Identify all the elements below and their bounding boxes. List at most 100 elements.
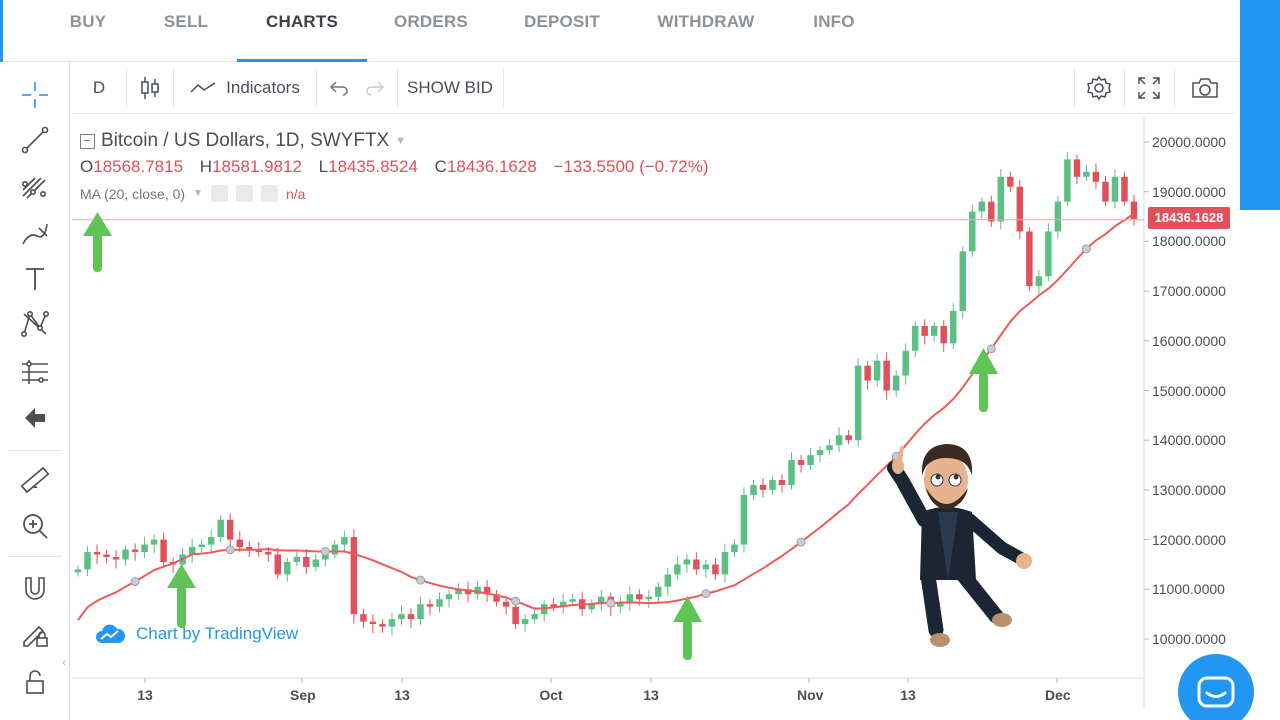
lock-icon[interactable] (14, 662, 56, 702)
candle-up (207, 537, 215, 545)
chat-icon (1197, 676, 1235, 708)
time-tick-label: Dec (1045, 687, 1071, 703)
drawing-toolbar (0, 62, 70, 720)
text-icon[interactable] (14, 259, 56, 299)
support-chat-button[interactable] (1178, 654, 1254, 720)
candle-down (407, 614, 415, 620)
tab-withdraw[interactable]: WITHDRAW (657, 12, 755, 31)
candle-down (1026, 231, 1033, 287)
eye-icon[interactable] (210, 185, 228, 202)
fullscreen-icon[interactable] (1125, 62, 1173, 114)
ma-label[interactable]: MA (20, close, 0) (80, 185, 186, 202)
close-icon[interactable] (260, 185, 278, 202)
candles-icon[interactable] (127, 62, 173, 114)
price-tick-label: 13000.0000 (1152, 481, 1226, 498)
candle-down (1121, 176, 1128, 202)
chart-legend-title: Bitcoin / US Dollars, 1D, SWYFTX ▼ (80, 130, 406, 152)
candle-up (312, 559, 320, 567)
candle-down (797, 460, 805, 466)
pattern-icon[interactable] (14, 304, 56, 344)
gear-icon[interactable] (235, 185, 253, 202)
price-tick-label: 19000.0000 (1152, 183, 1226, 200)
candle-up (969, 211, 976, 252)
candle-down (93, 552, 101, 555)
watermark-label: Chart by TradingView (136, 624, 299, 643)
time-tick-label: Oct (539, 687, 563, 703)
open-value: 18568.7815 (93, 157, 184, 176)
candle-up (911, 325, 919, 351)
candle-up (122, 549, 129, 560)
show-bid-button[interactable]: SHOW BID (407, 78, 493, 97)
close-label: C (434, 157, 447, 176)
indicators-button[interactable]: Indicators (174, 62, 316, 114)
candle-up (455, 589, 462, 595)
price-tick-label: 10000.0000 (1152, 631, 1226, 647)
fib-retracement-icon[interactable] (14, 352, 56, 392)
tradingview-watermark[interactable]: Chart by TradingView (88, 619, 305, 649)
redo-icon[interactable] (360, 62, 390, 114)
pitchfork-icon[interactable] (14, 166, 56, 206)
candle-down (1007, 176, 1014, 187)
candle-down (845, 435, 852, 441)
tab-deposit[interactable]: DEPOSIT (523, 12, 601, 31)
collapse-legend-icon[interactable] (80, 133, 95, 149)
candle-up (978, 201, 986, 212)
candle-up (398, 614, 405, 620)
change-value: −133.5500 (−0.72%) (553, 157, 709, 176)
candle-up (436, 599, 443, 607)
candle-up (683, 559, 691, 565)
candle-down (360, 614, 367, 622)
candle-down (246, 547, 253, 550)
time-tick-label: Sep (290, 687, 316, 703)
crosshair-icon[interactable] (14, 75, 56, 115)
settings-icon[interactable] (1075, 62, 1123, 114)
candle-down (636, 594, 643, 600)
candle-down (303, 556, 310, 567)
candle-up (902, 350, 909, 376)
trend-line-icon[interactable] (14, 120, 56, 160)
zoom-in-icon[interactable] (14, 506, 56, 546)
top-nav: BUY SELL CHARTS ORDERS DEPOSIT WITHDRAW … (0, 0, 1240, 62)
candle-up (1083, 171, 1090, 177)
ruler-icon[interactable] (14, 460, 56, 500)
candle-up (284, 561, 291, 575)
undo-icon[interactable] (324, 62, 354, 114)
price-chart[interactable] (72, 117, 1234, 710)
candle-up (188, 547, 196, 555)
candle-down (103, 554, 110, 557)
ma-legend: MA (20, close, 0) ▼ n/a (80, 185, 305, 202)
ma-point (606, 598, 616, 608)
candle-down (512, 606, 519, 625)
tab-buy[interactable]: BUY (69, 12, 107, 31)
chart-toolbar: D Indicators SHOW BID (72, 62, 1234, 114)
interval-button[interactable]: D (92, 78, 106, 97)
candle-down (712, 564, 719, 575)
chevron-down-icon[interactable]: ▼ (395, 135, 407, 147)
candle-up (655, 586, 662, 597)
back-arrow-icon[interactable] (14, 398, 56, 438)
low-value: 18435.8524 (328, 157, 418, 176)
candle-down (778, 479, 786, 485)
collapse-toolbar-handle[interactable]: ‹ (62, 655, 66, 669)
candle-down (940, 325, 947, 344)
time-tick-label: 13 (394, 687, 410, 703)
magnet-icon[interactable] (14, 568, 56, 608)
candle-up (816, 450, 824, 456)
candle-up (531, 614, 538, 620)
candle-up (835, 435, 843, 446)
camera-icon[interactable] (1180, 62, 1230, 114)
brush-icon[interactable] (14, 214, 56, 254)
ohlc-values: O18568.7815 H18581.9812 L18435.8524 C184… (80, 157, 721, 177)
chart-canvas[interactable] (72, 117, 1234, 710)
tab-info[interactable]: INFO (813, 12, 855, 31)
candle-down (369, 621, 377, 625)
chevron-down-icon[interactable]: ▼ (193, 188, 203, 199)
tab-charts[interactable]: CHARTS (265, 12, 339, 31)
candle-up (645, 596, 653, 600)
candle-down (160, 539, 167, 562)
tab-sell[interactable]: SELL (163, 12, 209, 31)
candle-down (112, 556, 120, 560)
tab-orders[interactable]: ORDERS (394, 12, 468, 31)
lock-drawing-icon[interactable] (14, 614, 56, 654)
